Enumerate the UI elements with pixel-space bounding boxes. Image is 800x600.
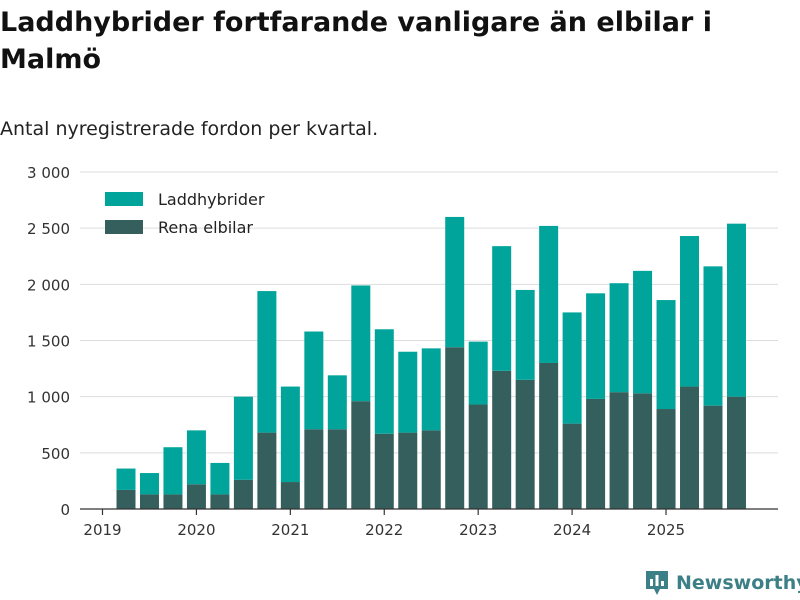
legend-label: Rena elbilar [158,218,253,237]
bar-rena-elbilar [374,433,394,509]
bar-laddhybrider [539,225,559,363]
bar-rena-elbilar [398,432,418,509]
stacked-bar-chart: 0 500 1 000 1 500 2 000 2 500 3 000 2019 2020 202… [27,164,778,539]
legend-label: Laddhybrider [158,190,265,209]
bar-rena-elbilar [515,379,535,509]
newsworthy-logo: Newsworthy [644,569,800,597]
bar-rena-elbilar [163,494,183,509]
y-tick-label: 3 000 [27,164,70,182]
bar-laddhybrider [515,289,535,380]
bar-rena-elbilar [468,404,488,509]
x-tick-label: 2024 [553,521,591,539]
y-tick-label: 1 500 [27,333,70,351]
bar-laddhybrider [139,473,159,495]
chart-title: Laddhybrider fortfarande vanligare än el… [0,7,712,75]
bar-rena-elbilar [609,392,629,509]
bar-laddhybrider [586,293,606,399]
bar-rena-elbilar [257,432,277,509]
x-tick-label: 2020 [177,521,215,539]
bar-rena-elbilar [421,430,441,509]
bar-laddhybrider [327,375,347,430]
bar-laddhybrider [116,468,136,490]
bar-laddhybrider [421,348,441,431]
bar-laddhybrider [163,447,183,495]
bar-laddhybrider [468,341,488,405]
bar-rena-elbilar [327,429,347,509]
x-tick-label: 2025 [647,521,685,539]
bar-chart-logo-icon [646,571,668,595]
x-tick-label: 2021 [271,521,309,539]
bar-laddhybrider [633,270,653,394]
legend-swatch [105,220,143,234]
bar-laddhybrider [233,396,253,480]
bar-rena-elbilar [680,386,700,509]
bar-laddhybrider [680,236,700,387]
brand-name: Newsworthy [676,572,800,594]
bar-laddhybrider [656,300,676,410]
x-tick-label: 2023 [459,521,497,539]
bar-laddhybrider [445,216,465,348]
bar-rena-elbilar [492,370,512,509]
bar-laddhybrider [257,291,277,433]
y-tick-label: 500 [41,445,70,463]
bar-rena-elbilar [233,479,253,509]
x-tick-label: 2022 [365,521,403,539]
y-tick-label: 2 000 [27,276,70,294]
bar-rena-elbilar [139,494,159,509]
bar-laddhybrider [280,386,300,483]
bar-laddhybrider [374,329,394,434]
bar-rena-elbilar [562,423,582,509]
bar-laddhybrider [703,266,723,406]
bar-rena-elbilar [116,489,136,509]
bar-laddhybrider [304,331,324,430]
bar-laddhybrider [186,430,206,485]
bar-rena-elbilar [633,393,653,509]
bar-rena-elbilar [186,484,206,509]
bar-rena-elbilar [539,362,559,509]
bar-rena-elbilar [726,396,746,509]
bar-laddhybrider [609,283,629,393]
bar-rena-elbilar [304,429,324,509]
bar-rena-elbilar [210,494,230,509]
bar-laddhybrider [210,462,230,495]
bar-rena-elbilar [445,347,465,509]
bar-laddhybrider [726,223,746,397]
bar-rena-elbilar [656,409,676,509]
y-tick-label: 2 500 [27,220,70,238]
y-tick-label: 1 000 [27,389,70,407]
bar-rena-elbilar [351,401,371,509]
bar-laddhybrider [398,351,418,433]
legend-swatch [105,192,143,206]
bar-rena-elbilar [586,398,606,509]
y-tick-label: 0 [60,501,70,519]
bar-laddhybrider [351,285,371,402]
bar-laddhybrider [492,246,512,371]
bar-laddhybrider [562,312,582,424]
bar-rena-elbilar [280,482,300,509]
chart-subtitle: Antal nyregistrerade fordon per kvartal. [0,118,379,140]
x-tick-label: 2019 [83,521,121,539]
bar-rena-elbilar [703,405,723,509]
